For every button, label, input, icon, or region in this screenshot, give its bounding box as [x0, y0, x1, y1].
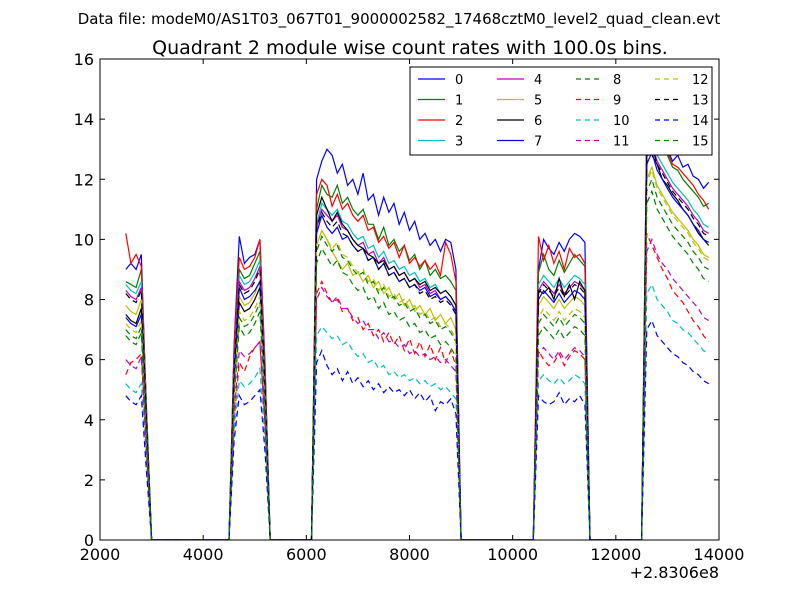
series-line-8 [125, 177, 709, 540]
legend-box [409, 66, 713, 156]
series-line-10 [125, 283, 709, 540]
y-tick-label: 10 [74, 230, 94, 249]
series-line-6 [125, 147, 710, 540]
series-line-0 [125, 100, 710, 540]
x-tick-label: 14000 [694, 545, 745, 564]
plot-frame [99, 58, 720, 541]
series-line-14 [125, 319, 709, 540]
series-line-2 [125, 114, 710, 540]
y-tick-label: 6 [84, 351, 94, 370]
axis-frame [99, 58, 720, 541]
x-tick-label: 2000 [80, 545, 121, 564]
y-tick-label: 2 [84, 471, 94, 490]
x-tick-label: 10000 [487, 545, 538, 564]
y-tick-label: 14 [74, 110, 94, 129]
y-tick-label: 12 [74, 170, 94, 189]
y-tick-label: 8 [84, 291, 94, 310]
legend-label-5: 5 [534, 94, 542, 109]
series-line-1 [125, 116, 709, 540]
series-line-3 [125, 135, 709, 540]
legend-label-6: 6 [534, 114, 542, 129]
legend-label-4: 4 [534, 73, 542, 88]
series-line-15 [125, 189, 709, 540]
series-group [125, 100, 710, 540]
legend-label-8: 8 [613, 73, 621, 88]
legend-label-3: 3 [455, 135, 463, 150]
series-line-5 [125, 165, 709, 540]
legend-label-11: 11 [613, 135, 630, 150]
legend-label-10: 10 [613, 114, 630, 129]
legend-label-9: 9 [613, 94, 621, 109]
series-line-9 [125, 233, 710, 540]
legend-label-15: 15 [692, 135, 709, 150]
y-tick-label: 4 [84, 411, 94, 430]
chart-title: Quadrant 2 module wise count rates with … [152, 37, 668, 59]
ticks-group: 2000 4000 6000 8000 10000 12000 14000024681012… [74, 50, 745, 564]
legend-label-2: 2 [455, 114, 463, 129]
series-line-7 [125, 150, 709, 540]
legend-label-13: 13 [692, 94, 709, 109]
x-tick-label: 8000 [389, 545, 430, 564]
series-line-11 [125, 237, 709, 540]
series-line-13 [125, 144, 709, 540]
y-tick-label: 16 [74, 50, 94, 69]
x-tick-label: 4000 [183, 545, 224, 564]
legend-label-12: 12 [692, 73, 709, 88]
series-line-4 [125, 141, 709, 540]
x-offset-label: +2.8306e8 [630, 563, 719, 582]
legend-label-14: 14 [692, 114, 709, 129]
x-tick-label: 12000 [590, 545, 641, 564]
x-tick-label: 6000 [286, 545, 327, 564]
chart-supertitle: Data file: modeM0/AS1T03_067T01_90000025… [78, 10, 721, 29]
series-line-12 [125, 168, 709, 540]
legend-label-0: 0 [455, 73, 463, 88]
y-tick-label: 0 [84, 531, 94, 550]
legend-label-1: 1 [455, 94, 463, 109]
legend-label-7: 7 [534, 135, 542, 150]
